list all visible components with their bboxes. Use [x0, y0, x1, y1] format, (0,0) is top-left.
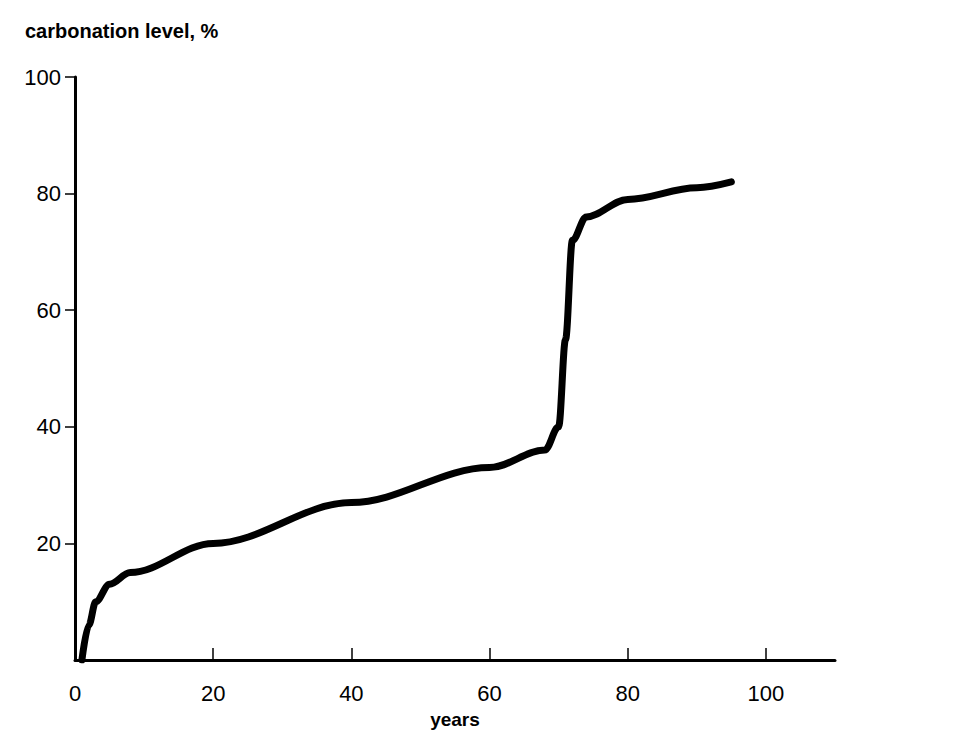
svg-text:20: 20 [37, 531, 61, 556]
svg-text:20: 20 [201, 681, 225, 706]
svg-text:0: 0 [69, 681, 81, 706]
svg-text:100: 100 [748, 681, 785, 706]
svg-text:40: 40 [37, 414, 61, 439]
svg-text:years: years [430, 709, 480, 730]
svg-text:40: 40 [339, 681, 363, 706]
svg-text:100: 100 [24, 65, 61, 90]
svg-text:60: 60 [37, 298, 61, 323]
svg-text:60: 60 [477, 681, 501, 706]
svg-text:80: 80 [37, 181, 61, 206]
svg-text:80: 80 [615, 681, 639, 706]
svg-text:carbonation level, %: carbonation level, % [25, 20, 219, 42]
